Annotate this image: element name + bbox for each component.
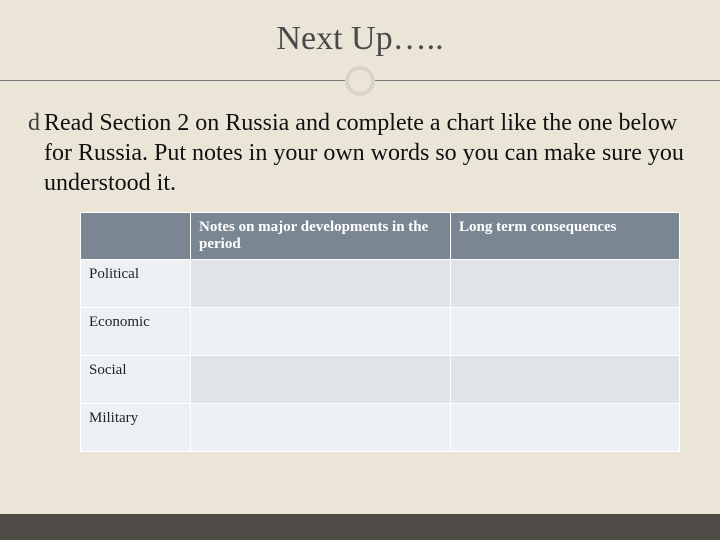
cell-consequences: [451, 404, 680, 452]
title-separator: [0, 62, 720, 102]
cell-notes: [191, 404, 451, 452]
table-row: Military: [81, 404, 680, 452]
chart-table-wrap: Notes on major developments in the perio…: [0, 198, 720, 452]
table-header-consequences: Long term consequences: [451, 213, 680, 260]
body-text-area: d Read Section 2 on Russia and complete …: [0, 102, 720, 198]
title-area: Next Up…..: [0, 0, 720, 58]
table-header-notes: Notes on major developments in the perio…: [191, 213, 451, 260]
bullet-text: Read Section 2 on Russia and complete a …: [44, 108, 692, 198]
chart-table: Notes on major developments in the perio…: [80, 212, 680, 452]
table-header-row: Notes on major developments in the perio…: [81, 213, 680, 260]
row-label: Social: [81, 356, 191, 404]
row-label: Economic: [81, 308, 191, 356]
row-label: Military: [81, 404, 191, 452]
bottom-strip: [0, 514, 720, 540]
cell-consequences: [451, 356, 680, 404]
bullet-item: d Read Section 2 on Russia and complete …: [28, 108, 692, 198]
table-row: Political: [81, 260, 680, 308]
separator-circle-icon: [345, 66, 375, 96]
cell-notes: [191, 356, 451, 404]
cell-notes: [191, 260, 451, 308]
cell-consequences: [451, 308, 680, 356]
table-row: Economic: [81, 308, 680, 356]
row-label: Political: [81, 260, 191, 308]
cell-notes: [191, 308, 451, 356]
bullet-glyph-icon: d: [28, 108, 40, 138]
slide-title: Next Up…..: [0, 20, 720, 58]
cell-consequences: [451, 260, 680, 308]
table-row: Social: [81, 356, 680, 404]
table-header-corner: [81, 213, 191, 260]
